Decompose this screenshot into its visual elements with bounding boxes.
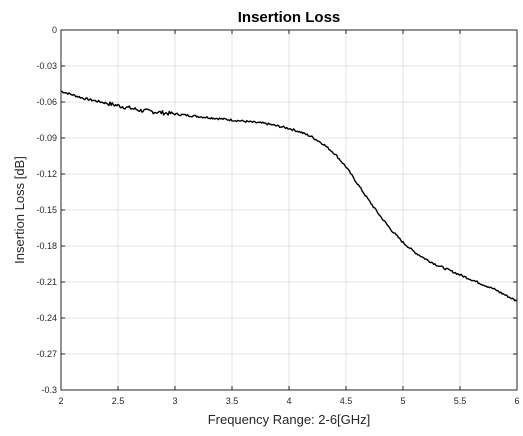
x-tick-label: 5 — [400, 396, 405, 406]
grid-lines — [60, 29, 518, 391]
x-tick-label: 6 — [514, 396, 519, 406]
x-tick-label: 3.5 — [226, 396, 239, 406]
x-tick-label: 2 — [58, 396, 63, 406]
x-tick-label: 2.5 — [112, 396, 125, 406]
x-axis-title: Frequency Range: 2-6[GHz] — [208, 412, 371, 427]
y-axis-title: Insertion Loss [dB] — [12, 156, 27, 264]
y-tick-label: -0.3 — [41, 385, 57, 395]
x-tick-label: 5.5 — [454, 396, 467, 406]
x-tick-label: 3 — [172, 396, 177, 406]
y-tick-label: 0 — [52, 25, 57, 35]
y-tick-label: -0.18 — [36, 241, 57, 251]
y-tick-label: -0.21 — [36, 277, 57, 287]
y-tick-label: -0.09 — [36, 133, 57, 143]
y-tick-label: -0.06 — [36, 97, 57, 107]
x-axis-ticks: 2 2.5 3 3.5 4 4.5 5 5.5 6 — [58, 30, 520, 406]
y-tick-label: -0.27 — [36, 349, 57, 359]
series-line — [60, 90, 518, 302]
chart-title: Insertion Loss — [238, 9, 341, 26]
x-tick-label: 4 — [286, 396, 291, 406]
y-tick-label: -0.12 — [36, 169, 57, 179]
series-layer — [60, 90, 518, 302]
y-tick-label: -0.03 — [36, 61, 57, 71]
x-tick-label: 4.5 — [340, 396, 353, 406]
y-axis-ticks: 0 -0.03 -0.06 -0.09 -0.12 -0.15 -0.18 -0.21 -0.2… — [36, 25, 517, 395]
y-tick-label: -0.15 — [36, 205, 57, 215]
y-tick-label: -0.24 — [36, 313, 57, 323]
